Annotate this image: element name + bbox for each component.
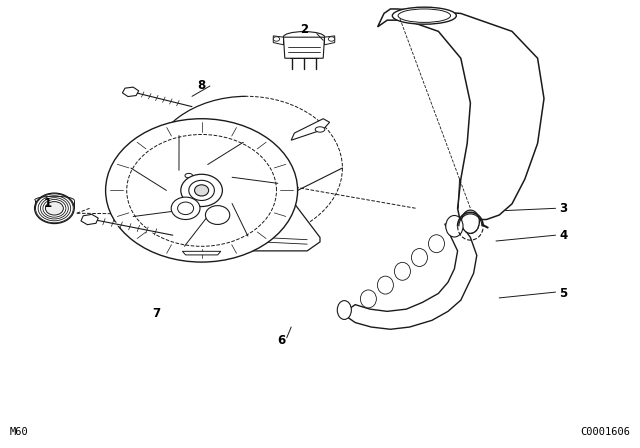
Ellipse shape	[172, 197, 200, 220]
Polygon shape	[273, 36, 284, 45]
Polygon shape	[291, 119, 330, 140]
Polygon shape	[378, 9, 544, 224]
Ellipse shape	[185, 173, 193, 178]
Text: 4: 4	[559, 228, 567, 242]
Ellipse shape	[360, 290, 376, 308]
Text: 3: 3	[559, 202, 567, 215]
Ellipse shape	[205, 206, 230, 224]
Ellipse shape	[461, 210, 479, 233]
Polygon shape	[122, 87, 139, 96]
Ellipse shape	[315, 127, 325, 132]
Ellipse shape	[195, 185, 209, 196]
Ellipse shape	[283, 31, 325, 43]
Ellipse shape	[328, 37, 335, 41]
Ellipse shape	[398, 9, 451, 22]
Ellipse shape	[189, 180, 214, 201]
Polygon shape	[324, 36, 335, 45]
Ellipse shape	[445, 215, 463, 237]
Text: C0001606: C0001606	[580, 427, 630, 437]
Ellipse shape	[38, 196, 70, 221]
Ellipse shape	[106, 119, 298, 262]
Polygon shape	[163, 170, 320, 251]
Text: 8: 8	[198, 78, 205, 92]
Text: M60: M60	[10, 427, 28, 437]
Ellipse shape	[273, 37, 280, 41]
Ellipse shape	[45, 202, 63, 215]
Ellipse shape	[394, 263, 410, 280]
Ellipse shape	[392, 7, 456, 24]
Polygon shape	[342, 224, 477, 329]
Ellipse shape	[378, 276, 394, 294]
Text: 7: 7	[153, 307, 161, 320]
Text: 2: 2	[300, 22, 308, 36]
Ellipse shape	[412, 249, 428, 267]
Ellipse shape	[337, 301, 351, 319]
Ellipse shape	[178, 202, 193, 215]
Text: 5: 5	[559, 287, 567, 300]
Ellipse shape	[43, 199, 66, 217]
Ellipse shape	[35, 193, 74, 224]
Text: 1: 1	[44, 197, 52, 211]
Text: 6: 6	[278, 334, 285, 347]
Polygon shape	[81, 214, 98, 225]
Ellipse shape	[180, 174, 223, 207]
Ellipse shape	[429, 235, 445, 253]
Ellipse shape	[40, 198, 68, 219]
Polygon shape	[182, 251, 221, 255]
Polygon shape	[284, 37, 324, 58]
